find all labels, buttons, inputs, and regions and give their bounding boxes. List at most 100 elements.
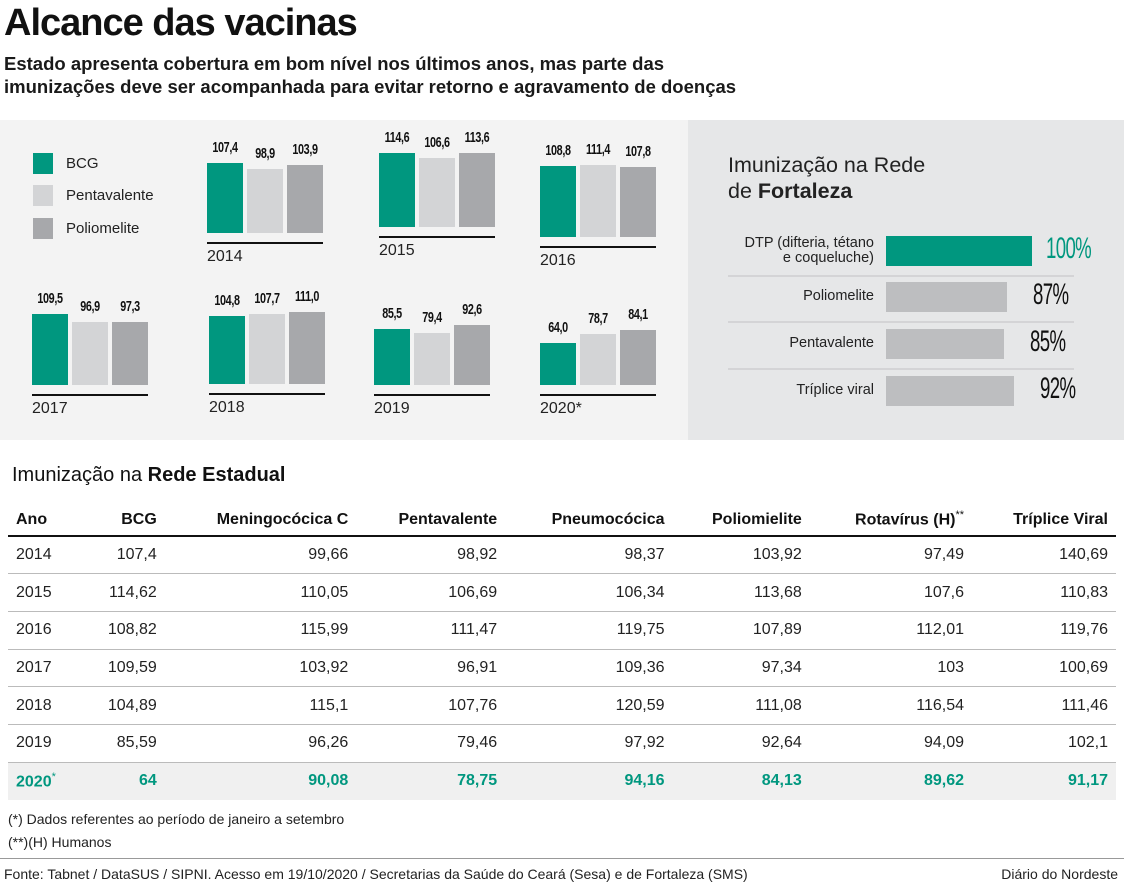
table-cell: 98,92 (356, 536, 506, 575)
table-title-regular: Imunização na (12, 464, 143, 486)
year-label: 2020* (540, 400, 582, 417)
bar-pentavalente (72, 322, 108, 385)
yearly-chart-panel: BCG Pentavalente Poliomelite 107,4 98,9 10… (0, 120, 688, 440)
bar-value-label: 113,6 (464, 129, 490, 147)
table-cell: 79,46 (356, 724, 506, 763)
fortaleza-row-label: Poliomelite (803, 288, 874, 304)
fortaleza-title: Imunização na Rede de Fortaleza (728, 152, 925, 204)
table-cell: 97,49 (809, 536, 973, 575)
fortaleza-row-label: Tríplice viral (796, 382, 874, 398)
fortaleza-row-divider (728, 275, 1074, 277)
column-header: Pneumocócica (505, 504, 673, 537)
bar-bcg (540, 343, 576, 385)
legend-label: Pentavalente (66, 187, 154, 204)
legend-item-pentavalente: Pentavalente (33, 185, 154, 206)
bar-value-label: 92,6 (462, 300, 482, 318)
column-header: Rotavírus (H)** (809, 504, 973, 537)
bar-value-label: 79,4 (422, 309, 442, 327)
year-label: 2019 (374, 400, 410, 417)
table-cell: 113,68 (672, 573, 810, 612)
table-cell: 112,01 (809, 611, 973, 650)
table-title: Imunização na Rede Estadual (12, 464, 285, 487)
fortaleza-bar (886, 236, 1032, 266)
bar-value-label: 78,7 (588, 309, 608, 327)
year-baseline (32, 394, 148, 396)
bar-value-label: 98,9 (255, 144, 275, 162)
table-cell: 110,83 (972, 573, 1116, 612)
table-title-bold: Rede Estadual (147, 464, 286, 486)
brand-credit: Diário do Nordeste (1001, 866, 1118, 882)
fortaleza-value: 92% (1040, 372, 1076, 405)
fortaleza-row-divider (728, 368, 1074, 370)
bar-pentavalente (247, 168, 283, 233)
table-cell: 2019 (8, 724, 81, 763)
table-cell: 119,75 (505, 611, 673, 650)
bar-value-label: 97,3 (120, 297, 140, 315)
bar-value-label: 114,6 (384, 128, 410, 146)
legend-label: BCG (66, 155, 99, 172)
table-row: 2020* 64 90,08 78,75 94,16 84,13 89,62 91,17 (8, 762, 1116, 800)
table-cell: 107,6 (809, 573, 973, 612)
page-title: Alcance das vacinas (4, 2, 358, 44)
year-label: 2015 (379, 242, 415, 259)
bar-value-label: 107,4 (212, 139, 238, 157)
table-cell: 103,92 (672, 536, 810, 575)
bar-pentavalente (580, 164, 616, 237)
bar-bcg (207, 163, 243, 233)
table-cell: 107,76 (356, 686, 506, 725)
column-header: Tríplice Viral (972, 504, 1116, 537)
fortaleza-bar (886, 282, 1008, 312)
table-row: 2014 107,4 99,66 98,92 98,37 103,92 97,49 140,6… (8, 536, 1116, 575)
bar-value-label: 64,0 (548, 319, 568, 337)
footnotes: (*) Dados referentes ao período de janei… (8, 808, 344, 854)
source-text: Fonte: Tabnet / DataSUS / SIPNI. Acesso … (4, 866, 748, 882)
year-label: 2014 (207, 248, 243, 265)
fortaleza-row-label: DTP (difteria, tétano e coqueluche) (744, 235, 875, 266)
table-row: 2019 85,59 96,26 79,46 97,92 92,64 94,09 102,1 (8, 724, 1116, 763)
column-header: BCG (80, 504, 165, 537)
bar-bcg (379, 152, 415, 227)
bar-pentavalente (414, 333, 450, 385)
table-cell: 84,13 (672, 762, 810, 800)
legend-item-poliomelite: Poliomelite (33, 218, 139, 239)
table-cell: 109,36 (505, 649, 673, 688)
table-cell: 92,64 (672, 724, 810, 763)
bar-pentavalente (580, 333, 616, 385)
column-header: Pentavalente (356, 504, 506, 537)
fortaleza-bar (886, 376, 1015, 406)
fortaleza-value: 100% (1046, 232, 1092, 265)
bar-value-label: 111,4 (585, 140, 611, 158)
table-cell: 2016 (8, 611, 81, 650)
fortaleza-title-prefix: de (728, 179, 752, 203)
column-header: Meningocócica C (164, 504, 357, 537)
fortaleza-row: Tríplice viral 92% (728, 372, 1098, 408)
year-group-2014: 107,4 98,9 103,9 2014 (207, 139, 327, 266)
subtitle-line: Estado apresenta cobertura em bom nível … (4, 53, 665, 74)
table-cell: 78,75 (356, 762, 506, 800)
year-group-2017: 109,5 96,9 97,3 2017 (32, 290, 152, 418)
bar-value-label: 103,9 (292, 141, 318, 159)
table-row: 2018 104,89 115,1 107,76 120,59 111,08 116,54 1… (8, 686, 1116, 725)
fortaleza-row-label: Pentavalente (789, 335, 874, 351)
bar-poliomelite (454, 324, 490, 385)
table-cell: 106,34 (505, 573, 673, 612)
bar-poliomelite (459, 153, 495, 227)
bar-pentavalente (249, 313, 285, 384)
bar-poliomelite (287, 165, 323, 233)
table-cell: 2014 (8, 536, 81, 575)
year-label: 2016 (540, 252, 576, 269)
year-label: 2018 (209, 399, 245, 416)
table-cell: 64 (80, 762, 165, 800)
table-cell: 104,89 (80, 686, 165, 725)
bar-bcg (209, 315, 245, 384)
year-baseline (207, 242, 323, 244)
bar-value-label: 84,1 (628, 306, 648, 324)
table-cell: 119,76 (972, 611, 1116, 650)
bar-value-label: 111,0 (294, 287, 320, 305)
year-baseline (540, 246, 656, 248)
table-cell: 111,47 (356, 611, 506, 650)
state-immunization-table: Ano BCG Meningocócica C Pentavalente Pneumoc… (8, 504, 1116, 800)
fortaleza-title-line: Imunização na Rede (728, 153, 926, 177)
table-cell: 2018 (8, 686, 81, 725)
bar-value-label: 106,6 (424, 133, 450, 151)
